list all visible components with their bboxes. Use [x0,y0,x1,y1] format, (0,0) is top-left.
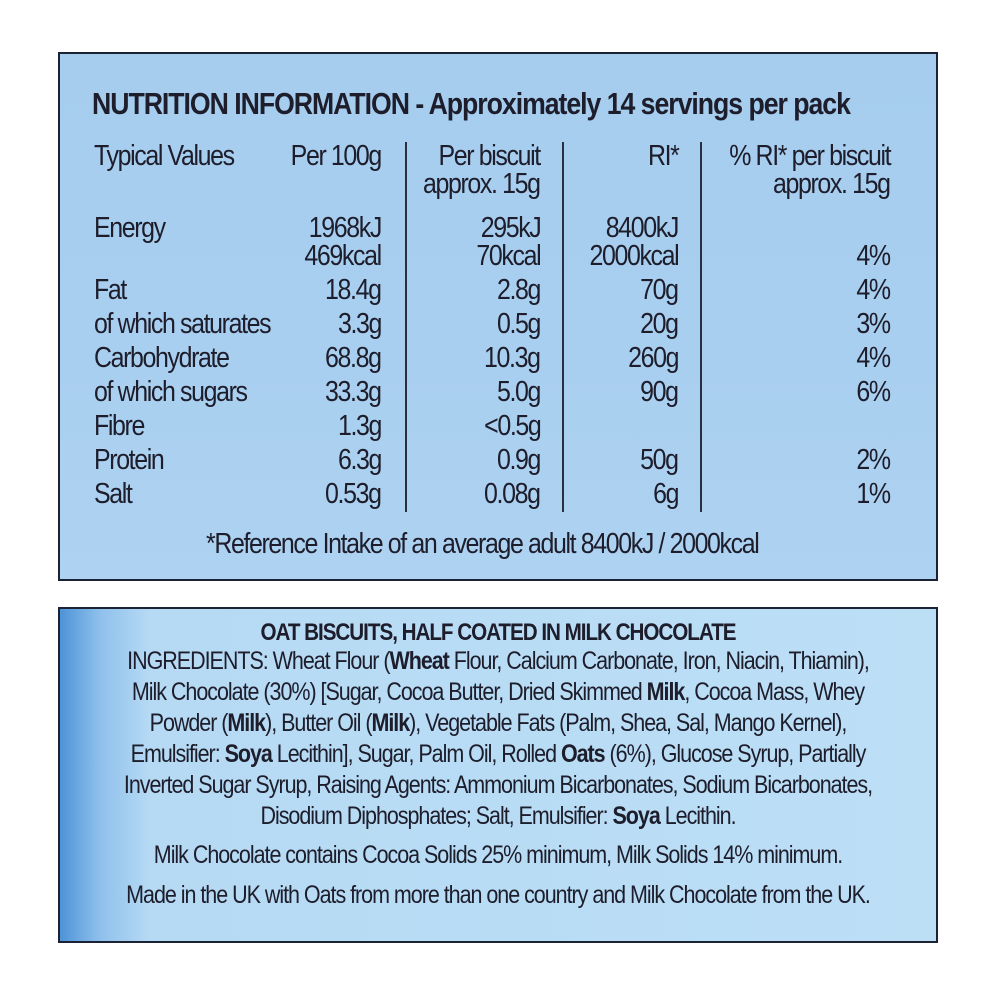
nutrient-ri: 70g [640,274,680,306]
ingredients-line: Emulsifier: Soya Lecithin], Sugar, Palm … [121,740,874,769]
ingredients-line: Powder (Milk), Butter Oil (Milk), Vegeta… [121,709,874,738]
nutrient-pct: 1% [856,478,892,510]
ingredient-text: , Cocoa Mass, Whey [684,678,865,706]
product-description: OAT BISCUITS, HALF COATED IN MILK CHOCOL… [260,619,736,646]
nutrient-per100: 68.8g [325,342,382,374]
nutrient-label: Salt [94,478,133,510]
nutrient-perBiscuit: <0.5g [483,410,542,442]
ingredient-text: Disodium Diphosphates; Salt, Emulsifier: [260,802,613,830]
header-typical-values: Typical Values [94,140,235,172]
nutrient-per100: 3.3g [337,308,382,340]
nutrient-per100: 33.3g [325,376,382,408]
allergen-text: Soya [224,740,273,768]
nutrient-perBiscuit: 0.5g [496,308,541,340]
nutrient-pct: 2% [856,444,892,476]
nutrient-ri: 260g [628,342,679,374]
nutrient-label: of which sugars [94,376,248,408]
nutrient-ri: 20g [640,308,680,340]
header-ri: RI* [647,140,679,172]
ingredient-text: Powder ( [149,709,229,737]
allergen-text: Milk [371,709,410,737]
ingredient-text: ), Vegetable Fats (Palm, Shea, Sal, Mang… [409,709,847,737]
ingredient-text: Lecithin. [659,802,737,830]
ingredient-text: (6%), Glucose Syrup, Partially [604,740,867,768]
nutrient-pct: 4% [856,342,892,374]
footnote: *Reference Intake of an average adult 84… [206,528,760,560]
ingredient-text: Emulsifier: [130,740,225,768]
nutrient-label: Fibre [94,410,145,442]
ingredients-line: Disodium Diphosphates; Salt, Emulsifier:… [121,802,874,831]
ingredients-line: Inverted Sugar Syrup, Raising Agents: Am… [121,771,874,800]
nutrient-perBiscuit: 2.8g [496,274,541,306]
header-per-biscuit-weight: approx. 15g [423,168,541,200]
nutrient-label: Carbohydrate [94,342,230,374]
allergen-text: Milk [227,709,266,737]
nutrient-per100: 6.3g [337,444,382,476]
ingredient-text: Inverted Sugar Syrup, Raising Agents: Am… [123,771,873,799]
nutrient-perBiscuit: 295kJ [480,212,541,244]
ingredient-text: Flour, Calcium Carbonate, Iron, Niacin, … [448,647,870,675]
column-divider [405,142,407,512]
nutrient-pct: 4% [856,240,892,272]
cocoa-note: Milk Chocolate contains Cocoa Solids 25%… [153,841,843,869]
nutrient-label: Energy [94,212,166,244]
nutrient-perBiscuit: 5.0g [496,376,541,408]
column-divider [700,142,702,512]
nutrient-per100: 1.3g [337,410,382,442]
header-pct-ri-weight: approx. 15g [773,168,891,200]
nutrient-perBiscuit: 70kcal [476,240,541,272]
nutrient-label: of which saturates [94,308,272,340]
nutrient-ri: 2000kcal [589,240,679,272]
ingredients-panel: OAT BISCUITS, HALF COATED IN MILK CHOCOL… [58,607,938,943]
nutrient-per100: 469kcal [304,240,383,272]
nutrition-title: NUTRITION INFORMATION - Approximately 14… [92,86,851,121]
nutrient-pct: 6% [856,376,892,408]
nutrient-ri: 8400kJ [605,212,680,244]
ingredient-text: INGREDIENTS: Wheat Flour ( [127,647,390,675]
ingredients-line: INGREDIENTS: Wheat Flour (Wheat Flour, C… [121,647,874,676]
column-divider [562,142,564,512]
ingredient-text: Lecithin], Sugar, Palm Oil, Rolled [271,740,561,768]
nutrient-ri: 6g [653,478,679,510]
nutrient-label: Fat [94,274,127,306]
header-per-100g: Per 100g [290,140,383,172]
nutrient-perBiscuit: 0.9g [496,444,541,476]
origin-note: Made in the UK with Oats from more than … [126,881,871,909]
header-pct-ri: % RI* per biscuit [729,140,891,172]
nutrient-pct: 4% [856,274,892,306]
nutrient-ri: 90g [640,376,680,408]
allergen-text: Oats [560,740,606,768]
nutrition-panel: NUTRITION INFORMATION - Approximately 14… [58,52,938,581]
nutrient-pct: 3% [856,308,892,340]
nutrient-perBiscuit: 10.3g [484,342,541,374]
allergen-text: Milk [646,678,686,706]
nutrient-label: Protein [94,444,165,476]
header-per-biscuit: Per biscuit [438,140,542,172]
ingredient-text: ), Butter Oil ( [265,709,372,737]
nutrient-per100: 1968kJ [308,212,383,244]
nutrient-ri: 50g [640,444,680,476]
nutrient-perBiscuit: 0.08g [484,478,541,510]
nutrient-per100: 0.53g [325,478,382,510]
nutrient-per100: 18.4g [325,274,382,306]
ingredient-text: Milk Chocolate (30%) [Sugar, Cocoa Butte… [131,678,647,706]
ingredients-line: Milk Chocolate (30%) [Sugar, Cocoa Butte… [121,678,874,707]
allergen-text: Soya [612,802,661,830]
allergen-text: Wheat [389,647,449,675]
